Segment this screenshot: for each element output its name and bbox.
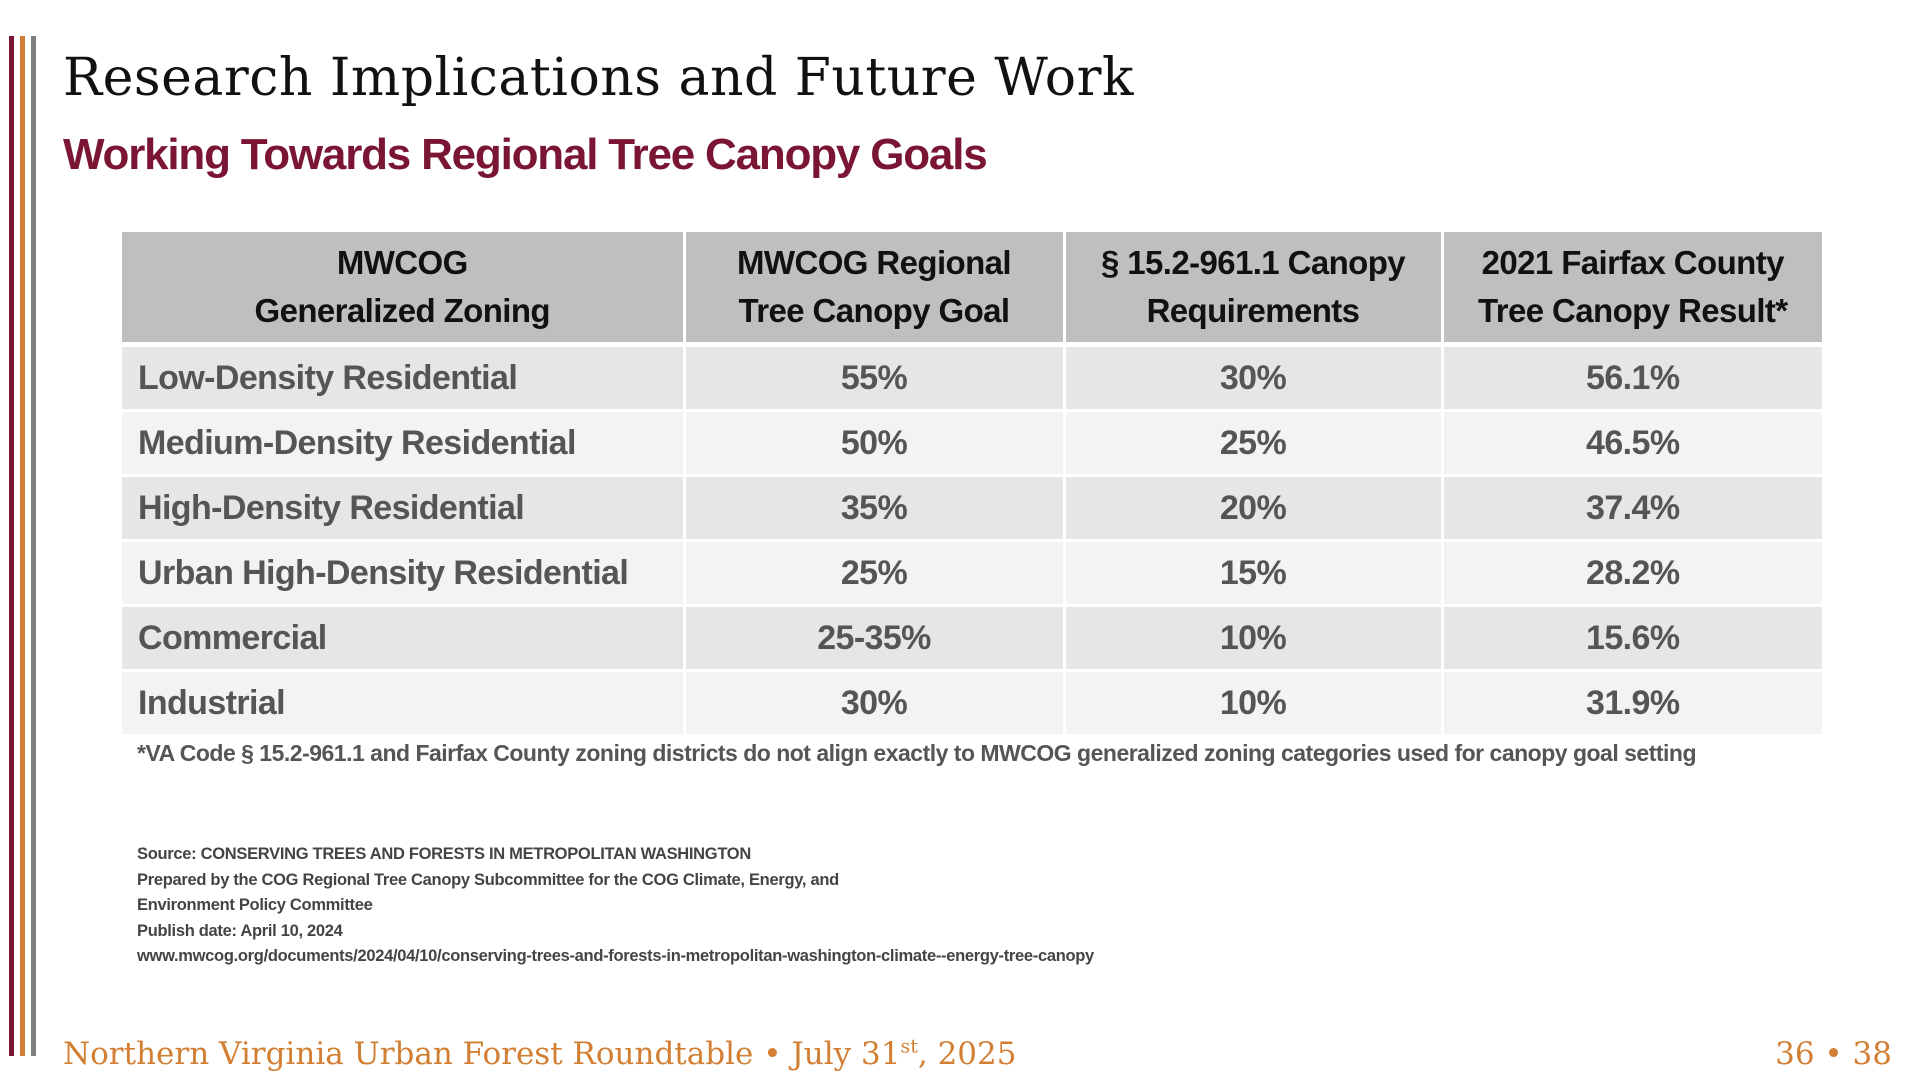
- result-cell: 28.2%: [1442, 540, 1822, 607]
- requirement-cell: 20%: [1064, 475, 1444, 542]
- result-cell: 46.5%: [1442, 410, 1822, 477]
- goal-cell: 25%: [684, 540, 1066, 607]
- table-row: Medium-Density Residential 50% 25% 46.5%: [122, 410, 1822, 477]
- source-prepared-by: Prepared by the COG Regional Tree Canopy…: [137, 870, 839, 889]
- result-cell: 31.9%: [1442, 670, 1822, 737]
- header-fairfax-result: 2021 Fairfax County Tree Canopy Result*: [1442, 232, 1822, 347]
- footer-event: Northern Virginia Urban Forest Roundtabl…: [63, 1036, 1016, 1072]
- source-title: Source: CONSERVING TREES AND FORESTS IN …: [137, 845, 751, 863]
- slide-subtitle: Working Towards Regional Tree Canopy Goa…: [63, 130, 988, 179]
- source-citation: Source: CONSERVING TREES AND FORESTS IN …: [137, 842, 1094, 970]
- goal-cell: 50%: [684, 410, 1066, 477]
- result-cell: 37.4%: [1442, 475, 1822, 542]
- source-url: www.mwcog.org/documents/2024/04/10/conse…: [137, 947, 1094, 965]
- source-publish-date: Publish date: April 10, 2024: [137, 921, 343, 940]
- accent-stripe-orange: [20, 36, 25, 1056]
- zoning-cell: Industrial: [122, 670, 686, 737]
- result-cell: 15.6%: [1442, 605, 1822, 672]
- zoning-cell: High-Density Residential: [122, 475, 686, 542]
- slide-title: Research Implications and Future Work: [63, 48, 1134, 108]
- table-row: Industrial 30% 10% 31.9%: [122, 670, 1822, 737]
- zoning-cell: Urban High-Density Residential: [122, 540, 686, 607]
- footer-year: , 2025: [917, 1036, 1017, 1072]
- goal-cell: 25-35%: [684, 605, 1066, 672]
- canopy-goals-table: MWCOG Generalized Zoning MWCOG Regional …: [122, 232, 1822, 737]
- table-row: Urban High-Density Residential 25% 15% 2…: [122, 540, 1822, 607]
- page-number: 36 • 38: [1775, 1036, 1892, 1072]
- table-row: Low-Density Residential 55% 30% 56.1%: [122, 344, 1822, 412]
- requirement-cell: 15%: [1064, 540, 1444, 607]
- zoning-cell: Commercial: [122, 605, 686, 672]
- footer-date-suffix: st: [900, 1035, 918, 1058]
- table-row: High-Density Residential 35% 20% 37.4%: [122, 475, 1822, 542]
- zoning-cell: Medium-Density Residential: [122, 410, 686, 477]
- table-header-row: MWCOG Generalized Zoning MWCOG Regional …: [122, 232, 1822, 347]
- goal-cell: 30%: [684, 670, 1066, 737]
- requirement-cell: 10%: [1064, 605, 1444, 672]
- requirement-cell: 10%: [1064, 670, 1444, 737]
- goal-cell: 55%: [684, 344, 1066, 412]
- source-committee: Environment Policy Committee: [137, 896, 373, 914]
- table-row: Commercial 25-35% 10% 15.6%: [122, 605, 1822, 672]
- header-zoning: MWCOG Generalized Zoning: [122, 232, 686, 347]
- accent-stripe-maroon: [9, 36, 14, 1056]
- header-code-requirements: § 15.2-961.1 Canopy Requirements: [1064, 232, 1444, 347]
- footer-event-name: Northern Virginia Urban Forest Roundtabl…: [63, 1036, 901, 1072]
- zoning-cell: Low-Density Residential: [122, 344, 686, 412]
- goal-cell: 35%: [684, 475, 1066, 542]
- requirement-cell: 25%: [1064, 410, 1444, 477]
- accent-stripe-gray: [31, 36, 36, 1056]
- header-regional-goal: MWCOG Regional Tree Canopy Goal: [684, 232, 1066, 347]
- table-footnote: *VA Code § 15.2-961.1 and Fairfax County…: [137, 740, 1697, 766]
- result-cell: 56.1%: [1442, 344, 1822, 412]
- requirement-cell: 30%: [1064, 344, 1444, 412]
